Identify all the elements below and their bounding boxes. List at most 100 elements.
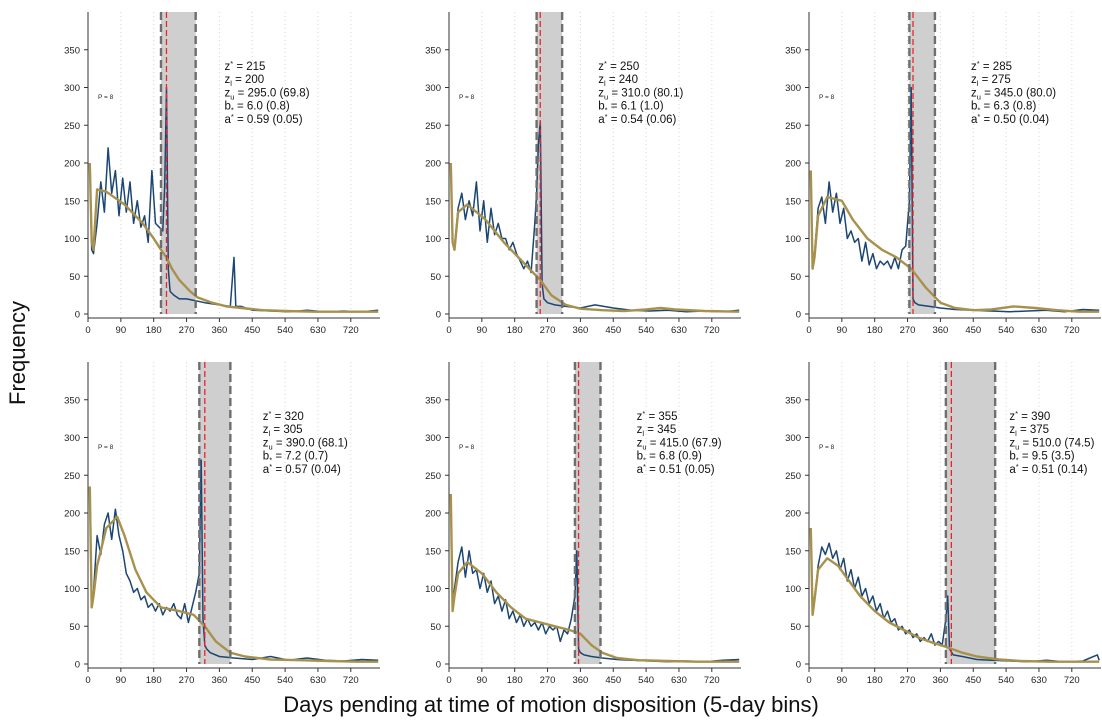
stat-line: zl = 375 (1009, 424, 1049, 438)
y-tick-label: 0 (75, 660, 80, 671)
stat-line: a* = 0.54 (0.06) (598, 112, 676, 126)
y-tick-label: 50 (430, 272, 441, 283)
stat-line: b* = 6.1 (1.0) (598, 101, 663, 115)
y-tick-label: 50 (790, 272, 801, 283)
y-tick-label: 100 (64, 234, 80, 245)
x-tick-label: 360 (211, 675, 227, 686)
stat-line: a* = 0.51 (0.14) (1009, 462, 1087, 476)
stat-line: zl = 345 (637, 424, 677, 438)
panel-5: 0 50 100 150 200 250 300 350 0 90 180 270 360 450 540 6… (425, 362, 741, 686)
y-tick-label: 300 (64, 433, 80, 444)
stat-line: zu = 345.0 (80.0) (971, 87, 1056, 101)
x-tick-label: 630 (671, 675, 687, 686)
x-tick-label: 540 (277, 675, 293, 686)
y-tick-label: 250 (64, 471, 80, 482)
x-tick-label: 540 (998, 325, 1014, 336)
x-tick-label: 360 (932, 325, 948, 336)
counterfactual-series-line (449, 162, 740, 313)
x-tick-label: 90 (116, 675, 127, 686)
counterfactual-series-line (809, 528, 1100, 663)
x-tick-label: 270 (900, 675, 916, 686)
y-tick-label: 350 (64, 45, 80, 56)
x-tick-label: 180 (146, 325, 162, 336)
x-tick-label: 0 (446, 325, 451, 336)
x-tick-label: 0 (806, 325, 811, 336)
y-tick-label: 350 (64, 395, 80, 406)
panel-6: 0 50 100 150 200 250 300 350 0 90 180 270 360 450 540 6… (785, 362, 1101, 686)
x-tick-label: 450 (244, 325, 260, 336)
stat-line: zl = 240 (598, 74, 638, 88)
stat-line: zl = 305 (263, 424, 303, 438)
x-tick-label: 0 (85, 675, 90, 686)
y-tick-label: 150 (64, 196, 80, 207)
x-tick-label: 270 (900, 325, 916, 336)
stat-line: b* = 6.0 (0.8) (224, 101, 289, 115)
y-tick-label: 100 (425, 234, 441, 245)
x-tick-label: 270 (540, 675, 556, 686)
p-label: P = 8 (459, 94, 475, 101)
x-tick-label: 360 (211, 325, 227, 336)
stat-line: a* = 0.50 (0.04) (971, 112, 1049, 126)
y-tick-label: 200 (425, 509, 441, 520)
stat-line: a* = 0.57 (0.04) (263, 462, 341, 476)
panel-1: 0 50 100 150 200 250 300 350 0 90 180 270 360 450 540 6… (64, 12, 380, 336)
y-tick-label: 200 (64, 509, 80, 520)
y-tick-label: 350 (785, 45, 801, 56)
x-axis-label: Days pending at time of motion dispositi… (283, 692, 819, 717)
y-tick-label: 200 (785, 509, 801, 520)
y-tick-label: 350 (785, 395, 801, 406)
y-tick-label: 100 (785, 584, 801, 595)
x-tick-label: 540 (638, 675, 654, 686)
x-tick-label: 270 (179, 325, 195, 336)
stat-line: z* = 215 (224, 59, 265, 73)
stat-line: a* = 0.51 (0.05) (637, 462, 715, 476)
observed-series-line (450, 120, 740, 313)
x-tick-label: 180 (146, 675, 162, 686)
y-tick-label: 200 (425, 159, 441, 170)
y-tick-label: 150 (785, 196, 801, 207)
y-tick-label: 0 (796, 660, 801, 671)
x-tick-label: 720 (343, 675, 359, 686)
x-tick-label: 90 (837, 675, 848, 686)
x-tick-label: 450 (605, 675, 621, 686)
y-tick-label: 350 (425, 45, 441, 56)
y-tick-label: 50 (430, 622, 441, 633)
y-tick-label: 300 (425, 433, 441, 444)
y-tick-label: 250 (785, 471, 801, 482)
x-tick-label: 0 (446, 675, 451, 686)
y-tick-label: 0 (75, 310, 80, 321)
x-tick-label: 630 (1031, 675, 1047, 686)
y-tick-label: 50 (69, 272, 80, 283)
y-tick-label: 150 (785, 546, 801, 557)
x-tick-label: 180 (507, 675, 523, 686)
y-tick-label: 300 (785, 83, 801, 94)
stat-line: zu = 390.0 (68.1) (263, 437, 348, 451)
observed-series-line (810, 86, 1100, 313)
x-tick-label: 630 (1031, 325, 1047, 336)
stat-line: z* = 250 (598, 59, 639, 73)
stat-line: b* = 7.2 (0.7) (263, 451, 328, 465)
y-tick-label: 300 (64, 83, 80, 94)
x-tick-label: 90 (837, 325, 848, 336)
x-tick-label: 270 (540, 325, 556, 336)
panel-grid: 0 50 100 150 200 250 300 350 0 90 180 270 360 450 540 6… (64, 12, 1101, 686)
x-tick-label: 90 (116, 325, 127, 336)
x-tick-label: 720 (343, 325, 359, 336)
x-tick-label: 450 (244, 675, 260, 686)
counterfactual-series-line (809, 170, 1100, 313)
x-tick-label: 540 (277, 325, 293, 336)
y-tick-label: 350 (425, 395, 441, 406)
y-tick-label: 0 (436, 310, 441, 321)
y-tick-label: 0 (796, 310, 801, 321)
x-tick-label: 180 (867, 325, 883, 336)
p-label: P = 8 (98, 444, 114, 451)
panel-2: 0 50 100 150 200 250 300 350 0 90 180 270 360 450 540 6… (425, 12, 741, 336)
x-tick-label: 540 (638, 325, 654, 336)
x-tick-label: 720 (704, 675, 720, 686)
excluded-band (945, 362, 996, 664)
x-tick-label: 360 (932, 675, 948, 686)
x-tick-label: 0 (806, 675, 811, 686)
x-tick-label: 450 (965, 325, 981, 336)
panel-4: 0 50 100 150 200 250 300 350 0 90 180 270 360 450 540 6… (64, 362, 380, 686)
y-tick-label: 300 (425, 83, 441, 94)
